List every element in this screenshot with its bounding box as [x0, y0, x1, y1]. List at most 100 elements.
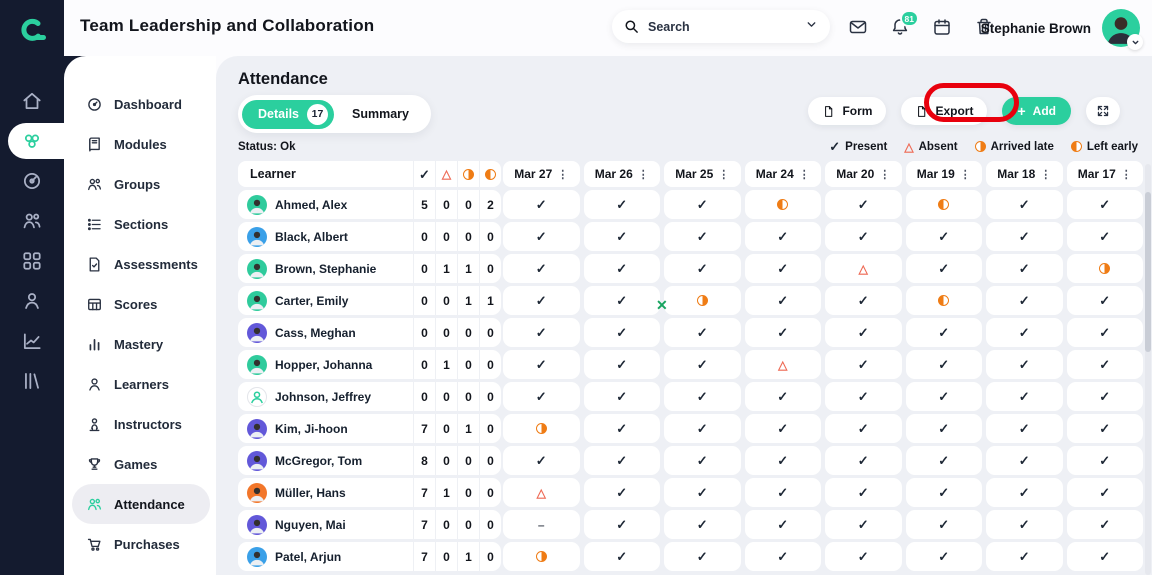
column-menu-icon[interactable]: ⋮ [959, 168, 971, 181]
learner-cell[interactable]: Müller, Hans [238, 478, 413, 507]
apps-icon[interactable] [19, 248, 45, 274]
learner-cell[interactable]: Johnson, Jeffrey [238, 382, 413, 411]
form-button[interactable]: Form [808, 97, 887, 125]
attendance-cell[interactable]: ✓ [503, 222, 580, 251]
attendance-cell[interactable]: ✓ [1066, 318, 1143, 347]
tab-summary[interactable]: Summary [352, 107, 409, 121]
user-chevron-down-icon[interactable] [1127, 34, 1143, 50]
home-icon[interactable] [19, 88, 45, 114]
attendance-cell[interactable]: ✓ [986, 542, 1063, 571]
attendance-cell[interactable]: ✓ [1066, 286, 1143, 315]
attendance-cell[interactable] [905, 286, 982, 315]
people-icon[interactable] [19, 208, 45, 234]
attendance-cell[interactable]: ✓ [986, 222, 1063, 251]
attendance-cell[interactable]: ✓ [1066, 414, 1143, 443]
attendance-cell[interactable]: ✓ [905, 318, 982, 347]
attendance-cell[interactable]: ✓ [825, 222, 902, 251]
search-chevron-down-icon[interactable] [805, 18, 818, 36]
attendance-cell[interactable]: ✓ [583, 414, 660, 443]
attendance-cell[interactable]: ✓ [503, 254, 580, 283]
sidebar-item-groups[interactable]: Groups [72, 164, 210, 204]
attendance-cell[interactable]: ✓ [825, 286, 902, 315]
attendance-cell[interactable]: ✓ [744, 318, 821, 347]
learner-cell[interactable]: Nguyen, Mai [238, 510, 413, 539]
attendance-cell[interactable]: ✓ [583, 510, 660, 539]
column-menu-icon[interactable]: ⋮ [637, 168, 649, 181]
attendance-cell[interactable]: ✓ [986, 286, 1063, 315]
attendance-cell[interactable]: △ [825, 254, 902, 283]
attendance-cell[interactable]: ✓ [664, 382, 741, 411]
tab-details[interactable]: Details 17 [242, 99, 334, 129]
attendance-cell[interactable]: ✓ [503, 190, 580, 219]
person-icon[interactable] [19, 288, 45, 314]
attendance-cell[interactable]: ✓ [744, 446, 821, 475]
expand-button[interactable] [1086, 97, 1120, 125]
add-button[interactable]: + Add [1002, 97, 1071, 125]
sidebar-item-scores[interactable]: Scores [72, 284, 210, 324]
attendance-cell[interactable]: ✓ [664, 350, 741, 379]
attendance-cell[interactable]: ✓ [664, 414, 741, 443]
learner-cell[interactable]: Ahmed, Alex [238, 190, 413, 219]
attendance-cell[interactable]: ✓ [503, 350, 580, 379]
attendance-cell[interactable]: ✓ [825, 382, 902, 411]
attendance-cell[interactable]: ✓ [503, 382, 580, 411]
attendance-cell[interactable] [503, 414, 580, 443]
library-icon[interactable] [19, 368, 45, 394]
attendance-cell[interactable]: ✓ [825, 478, 902, 507]
attendance-cell[interactable]: ✓ [905, 414, 982, 443]
sidebar-item-attendance[interactable]: Attendance [72, 484, 210, 524]
attendance-cell[interactable]: ✓ [905, 446, 982, 475]
scrollbar-thumb[interactable] [1145, 192, 1151, 352]
attendance-cell[interactable]: ✓ [744, 222, 821, 251]
attendance-cell[interactable]: ✓ [825, 414, 902, 443]
cluster-icon[interactable] [19, 128, 45, 154]
column-menu-icon[interactable]: ⋮ [1040, 168, 1052, 181]
sidebar-item-mastery[interactable]: Mastery [72, 324, 210, 364]
attendance-cell[interactable]: ✓ [986, 382, 1063, 411]
attendance-cell[interactable]: ✓ [825, 510, 902, 539]
attendance-cell[interactable]: ✓ [744, 542, 821, 571]
attendance-cell[interactable] [664, 286, 741, 315]
attendance-cell[interactable]: ✓ [664, 478, 741, 507]
target-icon[interactable] [19, 168, 45, 194]
attendance-cell[interactable]: ✓ [583, 254, 660, 283]
chart-icon[interactable] [19, 328, 45, 354]
sidebar-item-instructors[interactable]: Instructors [72, 404, 210, 444]
attendance-cell[interactable]: ✓ [744, 414, 821, 443]
sidebar-item-sections[interactable]: Sections [72, 204, 210, 244]
attendance-cell[interactable]: ✓ [503, 446, 580, 475]
export-button[interactable]: Export [901, 97, 988, 125]
attendance-cell[interactable]: ✓ [583, 382, 660, 411]
attendance-cell[interactable]: ✓ [583, 478, 660, 507]
column-menu-icon[interactable]: ⋮ [879, 168, 891, 181]
attendance-cell[interactable]: ✓ [664, 542, 741, 571]
attendance-cell[interactable]: ✓ [664, 446, 741, 475]
calendar-icon[interactable] [932, 17, 952, 37]
learner-cell[interactable]: Patel, Arjun [238, 542, 413, 571]
attendance-cell[interactable] [744, 190, 821, 219]
attendance-cell[interactable]: ✓ [1066, 478, 1143, 507]
attendance-cell[interactable]: ✓ [986, 254, 1063, 283]
column-menu-icon[interactable]: ⋮ [718, 168, 730, 181]
attendance-cell[interactable]: ✓ [583, 350, 660, 379]
attendance-cell[interactable]: ✓ [583, 190, 660, 219]
trash-icon[interactable] [974, 17, 994, 37]
user-avatar[interactable] [1102, 9, 1143, 50]
attendance-cell[interactable]: ✓ [583, 446, 660, 475]
attendance-cell[interactable]: ✓ [583, 286, 660, 315]
attendance-cell[interactable]: ✓ [905, 510, 982, 539]
attendance-cell[interactable]: ✓ [664, 510, 741, 539]
attendance-cell[interactable]: ✓ [664, 254, 741, 283]
attendance-cell[interactable]: – [503, 510, 580, 539]
learner-cell[interactable]: Cass, Meghan [238, 318, 413, 347]
attendance-cell[interactable]: ✓ [583, 542, 660, 571]
attendance-cell[interactable]: ✓ [583, 222, 660, 251]
column-menu-icon[interactable]: ⋮ [557, 168, 569, 181]
attendance-cell[interactable]: ✓ [744, 510, 821, 539]
attendance-cell[interactable]: ✓ [825, 318, 902, 347]
attendance-cell[interactable]: ✓ [986, 510, 1063, 539]
attendance-cell[interactable]: ✓ [664, 190, 741, 219]
attendance-cell[interactable]: ✓ [664, 222, 741, 251]
attendance-cell[interactable]: ✓ [905, 222, 982, 251]
attendance-cell[interactable]: ✓ [825, 542, 902, 571]
